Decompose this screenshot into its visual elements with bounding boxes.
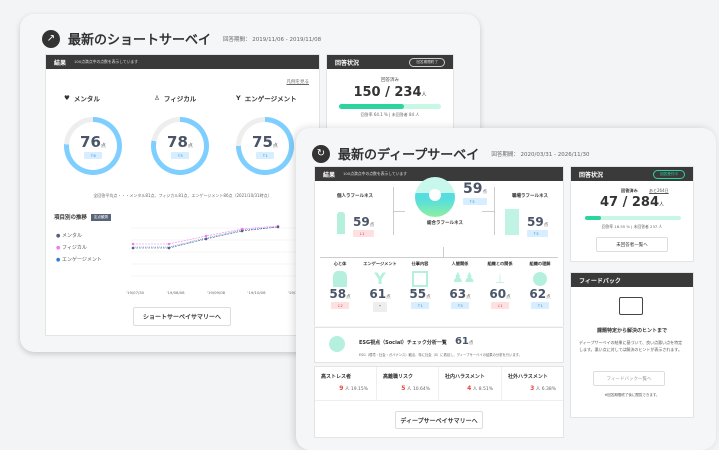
legend-link[interactable]: 凡例を見る bbox=[286, 80, 310, 85]
trend-badge: 定点観測 bbox=[91, 213, 112, 221]
stat-high-stress: 高ストレス者 9 人 19.15% bbox=[315, 367, 377, 400]
category-mind-body: 心と体 58点 ↓2 bbox=[329, 261, 351, 309]
results-note: 100点満点中の点数を表示しています bbox=[74, 59, 139, 64]
feedback-title: 課題特定から解決のヒントまで bbox=[596, 328, 667, 334]
personal-score: 59点 ↓1 bbox=[353, 215, 375, 237]
category-scores: 心と体 58点 ↓2 エンゲージメント Y 61点 - 仕事内容 55点 ↑1 人間関係 ♟♟ 6… bbox=[320, 261, 560, 323]
workplace-score: 59点 ↑3 bbox=[527, 215, 549, 237]
stat-turnover-risk: 高離職リスク 5 人 10.64% bbox=[377, 367, 439, 400]
building-icon bbox=[505, 209, 519, 235]
short-answered-count: 150 / 234 bbox=[353, 85, 422, 100]
cheer-icon: Y bbox=[374, 269, 386, 288]
person-icon bbox=[337, 212, 345, 234]
stat-external-harassment: 社外ハラスメント 3 人 6.38% bbox=[508, 374, 556, 392]
idea-icon bbox=[533, 272, 547, 286]
status-pill: 回答受付中 bbox=[653, 169, 685, 179]
feedback-list-button[interactable]: フィードバック一覧へ bbox=[593, 371, 665, 386]
short-summary-button[interactable]: ショートサーベイサマリーへ bbox=[133, 307, 231, 326]
category-relationships: 人間関係 ♟♟ 63点 ↑5 bbox=[449, 261, 476, 309]
trend-icon: ↗ bbox=[42, 29, 60, 48]
trend-title-row: 項目別の推移 定点観測 bbox=[54, 213, 112, 221]
physical-score-ring: 78点 ↑5 bbox=[151, 117, 209, 175]
trend-legend: ● メンタル ● フィジカル ● エンゲージメント bbox=[56, 233, 102, 263]
esg-panel[interactable]: ESG視点（Social）チェック分析一覧 61点 ESG（環境・社会・ガバナンス… bbox=[314, 327, 564, 363]
heart-brain-icon: ♥ bbox=[64, 94, 70, 102]
status-pill: 回答期間終了 bbox=[409, 57, 445, 67]
deep-status-panel: 回答状況 回答受付中 回答済み あと264日 47 / 284人 回答率 16.5… bbox=[570, 166, 694, 262]
deep-answered-count: 47 / 284 bbox=[599, 195, 659, 210]
checklist-pen-icon bbox=[619, 297, 643, 315]
esg-title: ESG視点（Social）チェック分析一覧 bbox=[359, 340, 447, 346]
stat-internal-harassment: 社内ハラスメント 4 人 8.51% bbox=[439, 367, 502, 400]
deep-survey-title: 最新のディープサーベイ bbox=[338, 148, 480, 163]
personal-label: 個人ラフールネス bbox=[337, 194, 373, 199]
cheer-icon: Y bbox=[236, 94, 241, 102]
risk-stats-panel: 高ストレス者 9 人 19.15% 高離職リスク 5 人 10.64% 社内ハラスメ… bbox=[314, 366, 564, 438]
feedback-panel: フィードバック 課題特定から解決のヒントまで ディープサーベイの結果に基づいて、… bbox=[570, 272, 694, 418]
score-label-physical: ♙ フィジカル bbox=[154, 94, 197, 103]
category-engagement: エンゲージメント Y 61点 - bbox=[360, 261, 400, 312]
deep-summary-button[interactable]: ディープサーベイサマリーへ bbox=[395, 411, 483, 429]
remaining-days-link[interactable]: あと264日 bbox=[649, 188, 669, 193]
short-survey-title: 最新のショートサーベイ bbox=[68, 33, 212, 48]
short-results-panel: 結果 100点満点中の点数を表示しています 凡例を見る ♥ メンタル ♙ フィジカル … bbox=[45, 54, 320, 336]
people-icon: ♟♟ bbox=[452, 271, 476, 286]
body-heart-icon bbox=[333, 271, 347, 287]
org-chart-icon: ⊥ bbox=[494, 272, 506, 286]
average-note: 全回答平均点・・・メンタル81点、フィジカル81点、エンゲージメント86点（20… bbox=[93, 193, 272, 198]
deep-survey-title-row: ↻ 最新のディープサーベイ 回答期間： 2020/03/31 - 2026/11… bbox=[312, 144, 589, 163]
esg-desc: ESG（環境・社会・ガバナンス）観点、特に社会（S）に着目し、ディープサーベイの… bbox=[359, 353, 522, 357]
score-label-engagement: Y エンゲージメント bbox=[236, 94, 297, 103]
category-org-relation: 組織との関係 ⊥ 60点 ↓1 bbox=[487, 261, 513, 309]
category-work-content: 仕事内容 55点 ↑1 bbox=[409, 261, 431, 309]
short-survey-title-row: ↗ 最新のショートサーベイ 回答期間： 2019/11/06 - 2019/11… bbox=[42, 29, 321, 48]
engagement-score-ring: 75点 ↑1 bbox=[236, 117, 294, 175]
feedback-desc: ディープサーベイの結果に基づいて、良い点悪い点を特定します。悪い点に対しては解決… bbox=[579, 340, 683, 352]
results-header: 結果 bbox=[54, 59, 67, 67]
deep-survey-card: ↻ 最新のディープサーベイ 回答期間： 2020/03/31 - 2026/11… bbox=[296, 128, 716, 450]
feedback-note: ※回答期間終了後に閲覧できます。 bbox=[604, 393, 660, 397]
refresh-circle-icon: ↻ bbox=[312, 144, 330, 163]
trend-chart bbox=[131, 224, 301, 277]
workplace-label: 職場ラフールネス bbox=[512, 194, 548, 199]
short-survey-period: 回答期間： 2019/11/06 - 2019/11/08 bbox=[223, 36, 322, 43]
overall-score: 59点 ↑3 bbox=[463, 181, 487, 205]
globe-hands-icon bbox=[329, 336, 345, 352]
deep-results-panel: 結果 100点満点中の点数を表示しています 個人ラフールネス 59点 ↓1 59点 ↑… bbox=[314, 166, 564, 326]
score-label-mental: ♥ メンタル bbox=[64, 94, 100, 103]
deep-progress-bar bbox=[585, 216, 681, 220]
short-progress-bar bbox=[339, 104, 441, 109]
deep-survey-period: 回答期間： 2020/03/31 - 2026/11/30 bbox=[491, 151, 590, 158]
short-status-panel: 回答状況 回答期間終了 回答済み 150 / 234人 回答率 64.1 % | … bbox=[326, 54, 454, 134]
overall-label: 総合ラフールネス bbox=[427, 221, 463, 226]
trend-x-axis: '19/07/30'19/08/08'19/09/08'19/10/08'19/… bbox=[126, 290, 306, 295]
category-org-understanding: 組織の理解 62点 ↑1 bbox=[529, 261, 551, 309]
mental-score-ring: 76点 ↑6 bbox=[64, 117, 122, 175]
presentation-icon bbox=[412, 271, 428, 287]
person-icon: ♙ bbox=[154, 94, 160, 102]
overall-gauge-icon bbox=[415, 177, 455, 217]
unanswered-list-button[interactable]: 未回答者一覧へ bbox=[596, 237, 668, 252]
